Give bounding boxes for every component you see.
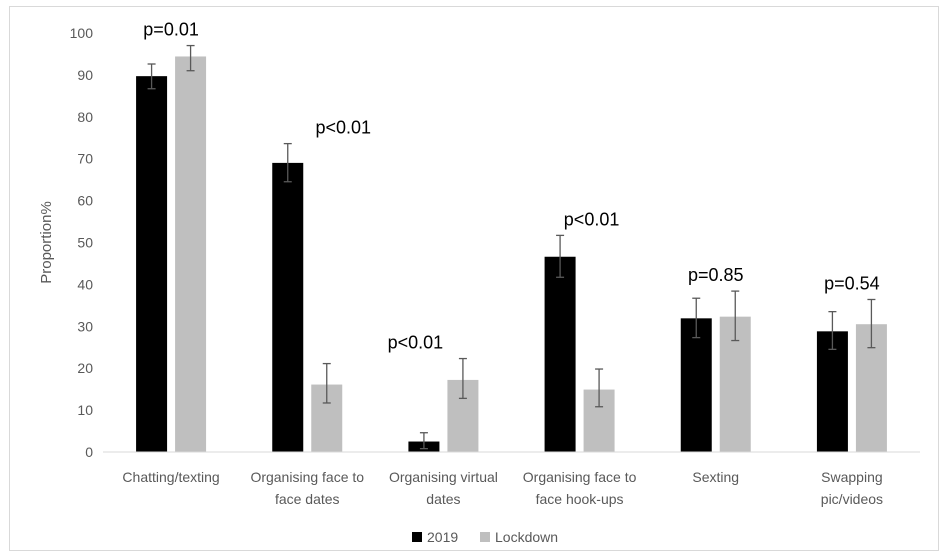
error-bar-0-3 <box>556 234 565 278</box>
x-tick-label: Organising face to <box>250 469 364 485</box>
error-bar-1-0 <box>186 44 195 72</box>
y-tick-label: 70 <box>77 151 93 167</box>
x-tick-label: Sexting <box>692 469 739 485</box>
error-bar-0-1 <box>283 142 292 183</box>
p-value-label: p<0.01 <box>315 118 371 138</box>
chart-frame <box>9 6 939 551</box>
error-bar-1-1 <box>322 362 331 404</box>
bar-2019-0 <box>136 76 168 453</box>
p-value-label: p<0.01 <box>564 209 620 229</box>
p-value-label: p=0.54 <box>824 273 880 293</box>
error-bars <box>147 44 876 450</box>
x-tick-label: dates <box>426 491 460 507</box>
error-bar-0-2 <box>419 432 428 450</box>
p-value-label: p=0.01 <box>143 20 199 40</box>
y-axis: 0 10 20 30 40 50 60 70 80 90 100 Proportion% <box>38 25 93 460</box>
y-axis-label: Proportion% <box>38 201 55 284</box>
legend-swatch-0 <box>412 532 422 542</box>
y-tick-label: 90 <box>77 67 93 83</box>
y-tick-label: 60 <box>77 193 93 209</box>
x-tick-label: Chatting/texting <box>122 469 219 485</box>
error-bar-1-4 <box>731 290 740 342</box>
x-tick-label: Organising virtual <box>389 469 498 485</box>
error-bar-1-5 <box>867 298 876 349</box>
y-tick-label: 100 <box>70 25 94 41</box>
bar-lockdown-0 <box>175 56 207 453</box>
y-tick-label: 80 <box>77 109 93 125</box>
bars <box>136 56 887 453</box>
bar-2019-4 <box>680 318 712 452</box>
x-tick-label: face hook-ups <box>536 491 624 507</box>
legend-label: Lockdown <box>495 529 558 545</box>
x-axis: Chatting/texting Organising face to face d… <box>103 451 920 507</box>
p-value-annotations: p=0.01 p<0.01 p<0.01 p<0.01 p=0.85 p=0.54 <box>143 20 879 353</box>
p-value-label: p<0.01 <box>388 333 444 353</box>
bar-2019-5 <box>816 331 848 452</box>
error-bar-1-3 <box>595 368 604 408</box>
p-value-label: p=0.85 <box>688 265 744 285</box>
legend: 2019 Lockdown <box>412 529 558 545</box>
error-bar-0-0 <box>147 63 156 90</box>
legend-label: 2019 <box>427 529 458 545</box>
bar-2019-3 <box>544 256 576 452</box>
error-bar-0-4 <box>692 297 701 339</box>
error-bar-0-5 <box>828 310 837 350</box>
y-tick-label: 10 <box>77 402 93 418</box>
bar-2019-1 <box>272 162 304 452</box>
x-tick-label: face dates <box>275 491 340 507</box>
legend-swatch-1 <box>480 532 490 542</box>
x-tick-label: Swapping <box>821 469 883 485</box>
y-tick-label: 20 <box>77 360 93 376</box>
x-tick-label: Organising face to <box>523 469 637 485</box>
y-tick-label: 30 <box>77 318 93 334</box>
error-bar-1-2 <box>458 357 467 400</box>
y-tick-label: 0 <box>85 444 93 460</box>
y-tick-label: 40 <box>77 276 93 292</box>
y-tick-label: 50 <box>77 235 93 251</box>
x-tick-label: pic/videos <box>821 491 883 507</box>
